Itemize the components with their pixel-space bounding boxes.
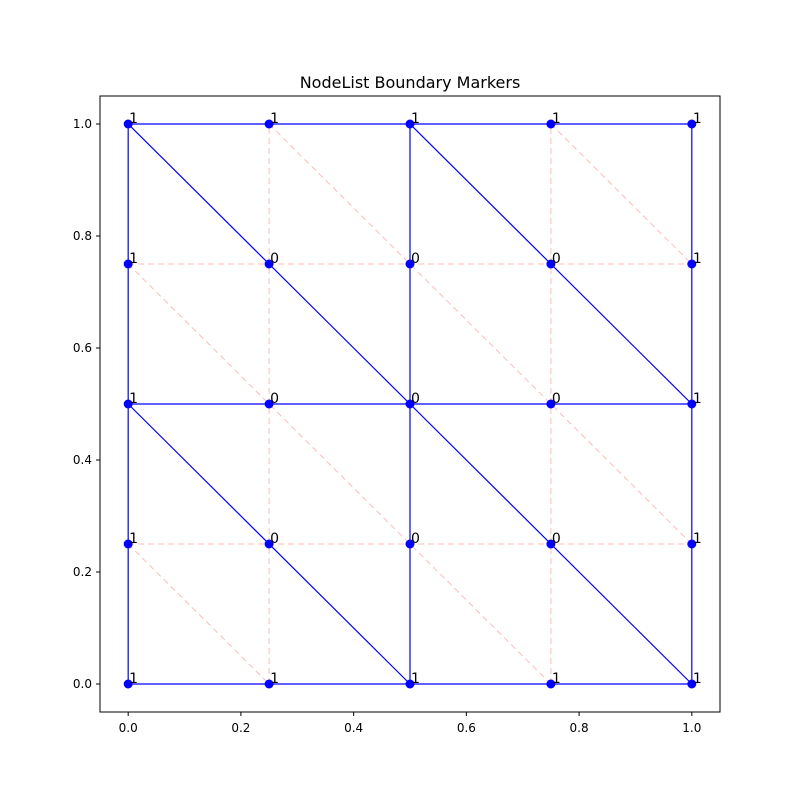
node-marker-label: 0 xyxy=(411,391,420,407)
node-marker-label: 1 xyxy=(693,111,702,127)
node-marker-label: 1 xyxy=(270,111,279,127)
mesh-node-point xyxy=(264,679,274,689)
mesh-node-point xyxy=(687,259,697,269)
mesh-node-point xyxy=(264,539,274,549)
x-tick-label: 0.0 xyxy=(119,721,138,735)
y-tick-label: 0.2 xyxy=(73,565,92,579)
mesh-node-point xyxy=(687,119,697,129)
node-marker-label: 0 xyxy=(270,251,279,267)
x-tick-label: 0.6 xyxy=(457,721,476,735)
mesh-node-point xyxy=(546,399,556,409)
node-marker-label: 1 xyxy=(693,531,702,547)
node-marker-label: 0 xyxy=(552,391,561,407)
node-marker-labels: 1 1 1 1 1 1 0 0 0 1 1 0 0 0 1 1 0 0 0 1 1 1 1 1 1 xyxy=(129,111,702,687)
y-tick-label: 0.4 xyxy=(73,453,92,467)
mesh-node-point xyxy=(123,679,133,689)
y-tick-label: 0.0 xyxy=(73,677,92,691)
node-marker-label: 0 xyxy=(411,251,420,267)
x-axis-ticks: 0.0 0.2 0.4 0.6 0.8 1.0 xyxy=(119,712,701,735)
mesh-node-point xyxy=(123,399,133,409)
node-marker-label: 0 xyxy=(552,531,561,547)
mesh-node-point xyxy=(264,399,274,409)
fine-mesh-edge xyxy=(550,123,693,265)
fine-mesh-edge xyxy=(127,543,270,685)
mesh-node-point xyxy=(546,259,556,269)
node-marker-label: 1 xyxy=(270,671,279,687)
mesh-node-point xyxy=(264,259,274,269)
mesh-node-point xyxy=(405,539,415,549)
chart-title: NodeList Boundary Markers xyxy=(300,73,521,92)
mesh-node-point xyxy=(264,119,274,129)
node-marker-label: 1 xyxy=(129,251,138,267)
mesh-node-point xyxy=(546,119,556,129)
node-marker-label: 1 xyxy=(129,111,138,127)
x-tick-label: 0.4 xyxy=(344,721,363,735)
mesh-node-point xyxy=(687,679,697,689)
node-marker-label: 1 xyxy=(552,111,561,127)
mesh-node-point xyxy=(123,259,133,269)
mesh-node-point xyxy=(687,399,697,409)
mesh-node-point xyxy=(405,399,415,409)
mesh-node-point xyxy=(405,259,415,269)
x-tick-label: 0.8 xyxy=(570,721,589,735)
node-marker-label: 1 xyxy=(693,671,702,687)
node-marker-label: 0 xyxy=(270,531,279,547)
mesh-node-point xyxy=(546,679,556,689)
plot-area-frame xyxy=(99,95,721,713)
node-marker-label: 1 xyxy=(411,111,420,127)
y-tick-label: 0.6 xyxy=(73,341,92,355)
mesh-node-point xyxy=(123,539,133,549)
node-marker-label: 1 xyxy=(129,391,138,407)
y-tick-label: 1.0 xyxy=(73,117,92,131)
node-marker-label: 1 xyxy=(552,671,561,687)
mesh-nodes xyxy=(123,119,697,689)
mesh-node-point xyxy=(405,119,415,129)
mesh-node-point xyxy=(123,119,133,129)
node-marker-label: 1 xyxy=(693,251,702,267)
node-marker-label: 1 xyxy=(693,391,702,407)
node-marker-label: 1 xyxy=(411,671,420,687)
x-tick-label: 0.2 xyxy=(231,721,250,735)
mesh-node-point xyxy=(546,539,556,549)
y-axis-ticks: 0.0 0.2 0.4 0.6 0.8 1.0 xyxy=(73,117,100,691)
y-tick-label: 0.8 xyxy=(73,229,92,243)
node-marker-label: 0 xyxy=(552,251,561,267)
node-marker-label: 1 xyxy=(129,531,138,547)
mesh-node-point xyxy=(405,679,415,689)
x-tick-label: 1.0 xyxy=(682,721,701,735)
node-marker-label: 0 xyxy=(411,531,420,547)
mesh-node-point xyxy=(687,539,697,549)
node-marker-label: 0 xyxy=(270,391,279,407)
node-marker-label: 1 xyxy=(129,671,138,687)
